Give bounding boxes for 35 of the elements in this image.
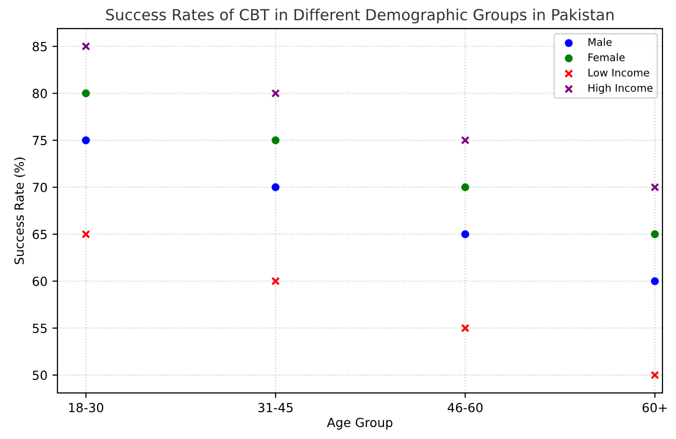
point [650,230,659,238]
point [271,89,280,98]
point [461,230,470,238]
y-tick-label: 65 [32,230,47,240]
x-tick-label: 60+ [642,402,667,412]
legend-label: Low Income [588,68,650,77]
point [460,136,470,145]
x-tick-label: 46-60 [448,402,483,412]
x-tick-label: 31-45 [258,402,293,412]
point [82,89,90,98]
x-axis-title: Age Group [326,418,392,430]
point [271,276,280,286]
legend-label: Male [588,38,612,46]
y-tick-label: 75 [32,136,47,146]
y-tick-label: 50 [32,370,47,380]
point [650,277,659,286]
point [82,42,90,51]
point [82,230,90,238]
y-tick-label: 60 [32,276,47,286]
legend-label: Female [588,53,625,62]
point [82,136,90,144]
point [460,324,470,332]
point [272,183,280,192]
y-tick-label: 85 [32,42,47,52]
y-axis-title: Success Rate (%) [14,158,26,264]
y-tick-label: 80 [32,88,47,98]
point [650,370,660,380]
legend-label: High Income [588,84,653,94]
y-tick-label: 70 [32,182,47,192]
chart-title: Success Rates of CBT in Different Demographic Groups in Pakistan [106,8,614,24]
point [650,182,660,192]
x-tick-label: 18-30 [69,402,104,412]
y-tick-label: 55 [32,324,47,334]
point [272,136,280,144]
point [461,183,470,192]
